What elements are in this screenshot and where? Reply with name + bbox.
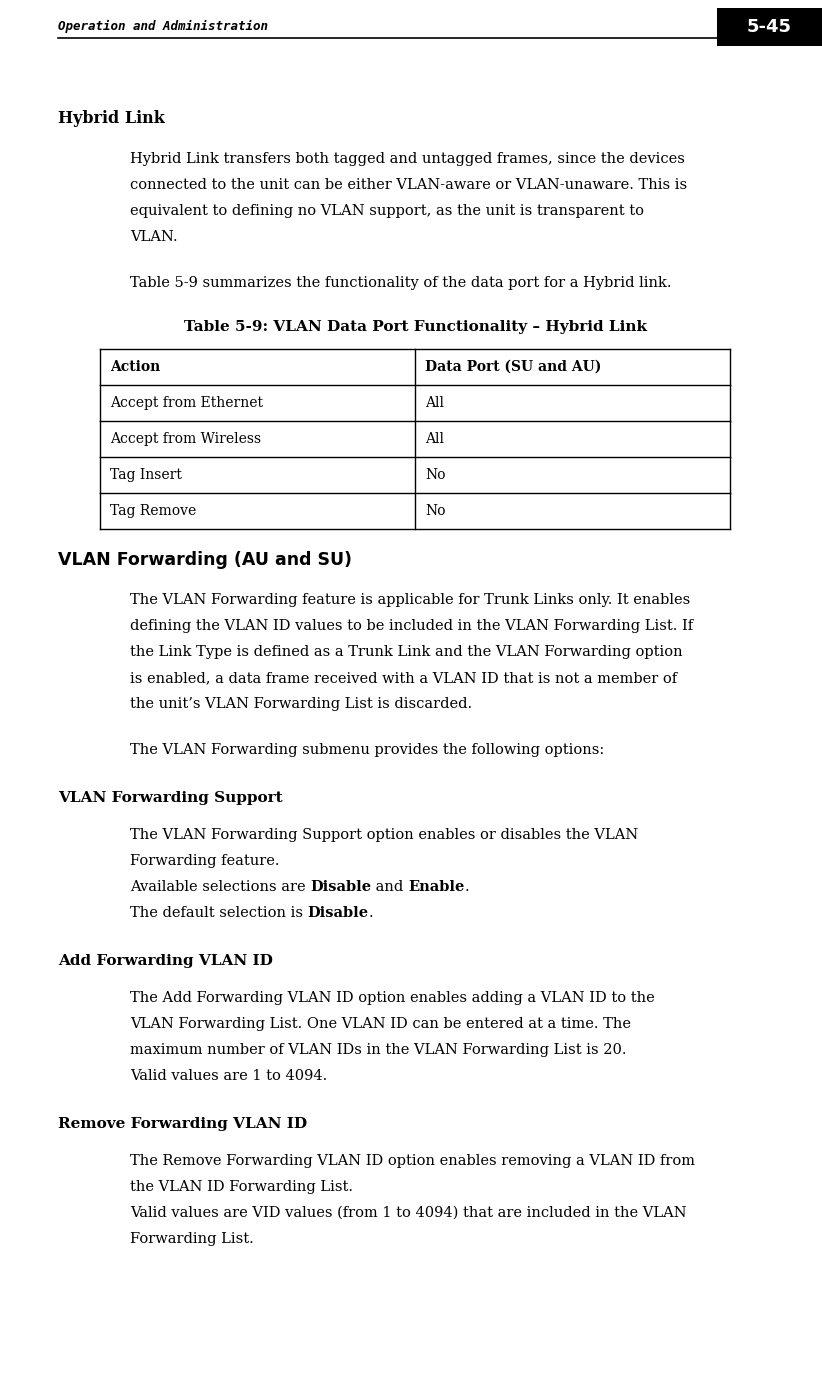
Text: Table 5-9: VLAN Data Port Functionality – Hybrid Link: Table 5-9: VLAN Data Port Functionality …: [183, 320, 646, 334]
Text: Valid values are VID values (from 1 to 4094) that are included in the VLAN: Valid values are VID values (from 1 to 4…: [130, 1206, 686, 1220]
Bar: [717, 8, 822, 46]
Text: VLAN Forwarding List. One VLAN ID can be entered at a time. The: VLAN Forwarding List. One VLAN ID can be…: [130, 1017, 631, 1031]
Text: Hybrid Link transfers both tagged and untagged frames, since the devices: Hybrid Link transfers both tagged and un…: [130, 152, 685, 166]
Text: Enable: Enable: [409, 880, 464, 894]
Text: No: No: [425, 469, 446, 483]
Text: VLAN Forwarding Support: VLAN Forwarding Support: [58, 790, 283, 804]
Text: The default selection is: The default selection is: [130, 907, 307, 921]
Text: Operation and Administration: Operation and Administration: [58, 20, 268, 32]
Text: All: All: [425, 396, 444, 410]
Text: VLAN Forwarding (AU and SU): VLAN Forwarding (AU and SU): [58, 551, 352, 569]
Text: Accept from Ethernet: Accept from Ethernet: [110, 396, 263, 410]
Text: No: No: [425, 504, 446, 518]
Text: Add Forwarding VLAN ID: Add Forwarding VLAN ID: [58, 954, 273, 968]
Text: Valid values are 1 to 4094.: Valid values are 1 to 4094.: [130, 1069, 327, 1083]
Text: connected to the unit can be either VLAN-aware or VLAN-unaware. This is: connected to the unit can be either VLAN…: [130, 178, 687, 192]
Text: The Add Forwarding VLAN ID option enables adding a VLAN ID to the: The Add Forwarding VLAN ID option enable…: [130, 990, 655, 1004]
Text: the unit’s VLAN Forwarding List is discarded.: the unit’s VLAN Forwarding List is disca…: [130, 697, 472, 711]
Text: Hybrid Link: Hybrid Link: [58, 111, 164, 127]
Text: The VLAN Forwarding submenu provides the following options:: The VLAN Forwarding submenu provides the…: [130, 743, 604, 757]
Text: Tag Insert: Tag Insert: [110, 469, 182, 483]
Text: Forwarding List.: Forwarding List.: [130, 1233, 254, 1247]
Text: Remove Forwarding VLAN ID: Remove Forwarding VLAN ID: [58, 1116, 307, 1130]
Text: Data Port (SU and AU): Data Port (SU and AU): [425, 360, 602, 374]
Text: The VLAN Forwarding Support option enables or disables the VLAN: The VLAN Forwarding Support option enabl…: [130, 828, 638, 842]
Text: Disable: Disable: [307, 907, 369, 921]
Text: Disable: Disable: [310, 880, 372, 894]
Text: maximum number of VLAN IDs in the VLAN Forwarding List is 20.: maximum number of VLAN IDs in the VLAN F…: [130, 1044, 626, 1058]
Text: All: All: [425, 432, 444, 446]
Text: the VLAN ID Forwarding List.: the VLAN ID Forwarding List.: [130, 1179, 353, 1193]
Text: Tag Remove: Tag Remove: [110, 504, 196, 518]
Text: The VLAN Forwarding feature is applicable for Trunk Links only. It enables: The VLAN Forwarding feature is applicabl…: [130, 593, 690, 607]
Text: 5-45: 5-45: [747, 18, 792, 36]
Text: equivalent to defining no VLAN support, as the unit is transparent to: equivalent to defining no VLAN support, …: [130, 204, 644, 218]
Text: defining the VLAN ID values to be included in the VLAN Forwarding List. If: defining the VLAN ID values to be includ…: [130, 618, 693, 632]
Text: Forwarding feature.: Forwarding feature.: [130, 853, 279, 867]
Text: VLAN.: VLAN.: [130, 229, 178, 243]
Text: Accept from Wireless: Accept from Wireless: [110, 432, 261, 446]
Text: Available selections are: Available selections are: [130, 880, 310, 894]
Text: and: and: [372, 880, 409, 894]
Text: The Remove Forwarding VLAN ID option enables removing a VLAN ID from: The Remove Forwarding VLAN ID option ena…: [130, 1154, 695, 1168]
Text: Action: Action: [110, 360, 160, 374]
Text: .: .: [369, 907, 373, 921]
Text: Table 5-9 summarizes the functionality of the data port for a Hybrid link.: Table 5-9 summarizes the functionality o…: [130, 276, 672, 290]
Text: is enabled, a data frame received with a VLAN ID that is not a member of: is enabled, a data frame received with a…: [130, 672, 677, 686]
Text: .: .: [464, 880, 469, 894]
Text: the Link Type is defined as a Trunk Link and the VLAN Forwarding option: the Link Type is defined as a Trunk Link…: [130, 645, 682, 659]
